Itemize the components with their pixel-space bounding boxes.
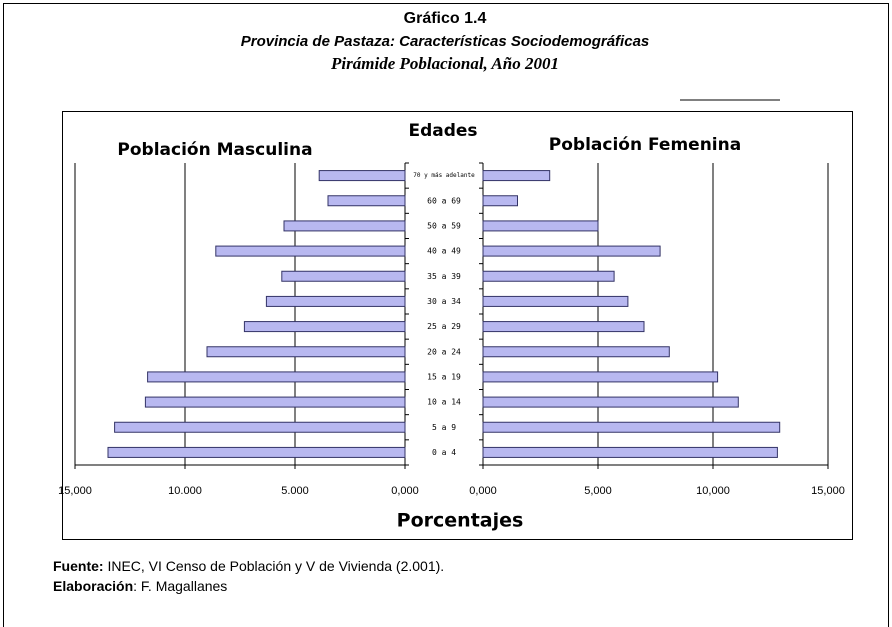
bar: [114, 421, 406, 433]
bar: [482, 446, 778, 458]
x-tick-label: 5,000: [584, 485, 612, 497]
bar: [482, 346, 670, 358]
category-label: Edades: [408, 121, 477, 141]
category-label: 0 a 4: [432, 448, 456, 457]
bar: [482, 270, 615, 282]
bar: [144, 396, 406, 408]
x-tick-label: 10.000: [168, 485, 202, 497]
x-tick-label: 15,000: [811, 485, 845, 497]
bar: [482, 371, 719, 383]
bar: [283, 220, 406, 232]
chart-subtitle2: Pirámide Poblacional, Año 2001: [330, 54, 559, 73]
source-label: Fuente:: [53, 558, 104, 574]
bar: [327, 195, 406, 207]
x-tick-label: 0,000: [391, 485, 419, 497]
bar: [482, 396, 739, 408]
category-label: 40 a 49: [427, 247, 461, 256]
bar: [318, 170, 406, 182]
page-border: [3, 3, 889, 627]
bar: [482, 245, 661, 257]
bar: [281, 270, 406, 282]
category-label: 15 a 19: [427, 372, 461, 381]
credit-label: Elaboración: [53, 578, 133, 594]
chart-subtitle: Provincia de Pastaza: Características So…: [241, 33, 650, 50]
bar: [265, 295, 406, 307]
category-label: 10 a 14: [427, 398, 461, 407]
bar: [482, 170, 551, 182]
bar: [107, 446, 406, 458]
category-label: 70 y más adelante: [413, 172, 475, 179]
bar: [482, 421, 781, 433]
bar: [482, 195, 518, 207]
category-label: 35 a 39: [427, 272, 461, 281]
chart-frame: [62, 111, 853, 540]
bar: [206, 346, 406, 358]
legend-male: Población Masculina: [117, 140, 312, 160]
bar: [243, 321, 406, 333]
category-label: 25 a 29: [427, 322, 461, 331]
legend-female: Población Femenina: [549, 135, 741, 155]
bar: [482, 295, 629, 307]
x-axis-label: Porcentajes: [397, 510, 524, 532]
category-label: 50 a 59: [427, 221, 461, 230]
bar: [215, 245, 406, 257]
source: Fuente: INEC, VI Censo de Población y V …: [53, 558, 444, 574]
bar: [482, 321, 645, 333]
x-tick-label: 10,000: [696, 485, 730, 497]
bar: [147, 371, 406, 383]
source-text: INEC, VI Censo de Población y V de Vivie…: [104, 558, 445, 574]
x-tick-label: 15,000: [58, 485, 92, 497]
bar: [482, 220, 599, 232]
category-label: 30 a 34: [427, 297, 461, 306]
credit: Elaboración: F. Magallanes: [53, 578, 227, 594]
category-label: 5 a 9: [432, 423, 456, 432]
credit-text: : F. Magallanes: [133, 578, 227, 594]
chart-title: Gráfico 1.4: [404, 10, 487, 27]
x-tick-label: 0,000: [469, 485, 497, 497]
category-label: 20 a 24: [427, 347, 461, 356]
category-label: 60 a 69: [427, 196, 461, 205]
x-tick-label: 5.000: [281, 485, 309, 497]
